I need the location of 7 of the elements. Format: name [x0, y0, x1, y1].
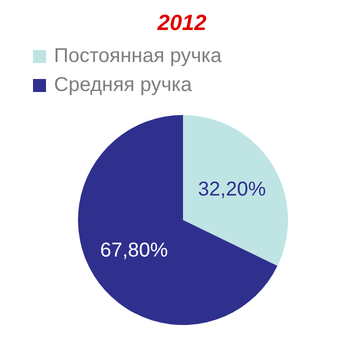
pie-slice: [183, 115, 288, 266]
legend-label: Средняя ручка: [54, 74, 192, 97]
chart-title: 2012: [156, 10, 208, 36]
data-label: 67,80%: [100, 240, 168, 262]
legend-label: Постоянная ручка: [54, 45, 222, 68]
data-label: 32,20%: [198, 178, 266, 200]
pie-slice: [78, 115, 278, 325]
